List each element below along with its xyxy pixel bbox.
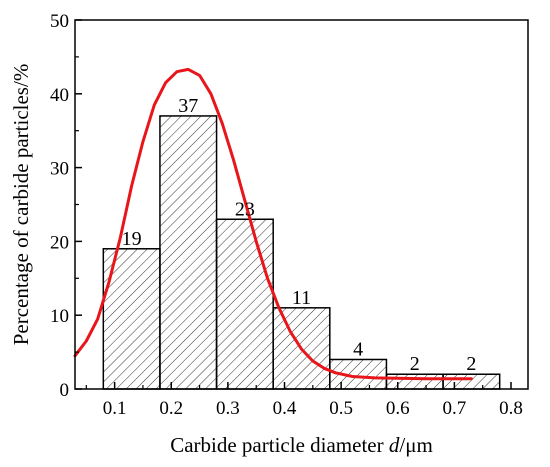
bar-data-label: 19	[122, 228, 142, 250]
x-tick-label: 0.8	[499, 398, 523, 419]
data-labels-group: 19 37 23 11 4 2 2	[122, 95, 477, 375]
histogram-bar	[442, 373, 501, 390]
x-axis: 0.1 0.2 0.3 0.4 0.5 0.6 0.7 0.8	[85, 382, 523, 419]
x-axis-title-suffix: /μm	[399, 433, 432, 457]
x-tick-label: 0.5	[329, 398, 353, 419]
histogram-bar	[159, 115, 218, 390]
x-tick-label: 0.6	[386, 398, 410, 419]
bar-data-label: 23	[235, 198, 255, 220]
bar-data-label: 2	[410, 353, 420, 375]
x-axis-title-variable: d	[389, 433, 400, 457]
histogram-bar	[215, 218, 274, 390]
histogram-bar	[385, 373, 444, 390]
y-tick-label: 20	[50, 232, 69, 253]
y-tick-label: 30	[50, 159, 69, 180]
y-axis: 0 10 20 30 40 50	[50, 11, 82, 401]
y-tick-label: 10	[50, 306, 69, 327]
bar-data-label: 37	[178, 95, 198, 117]
y-axis-title: Percentage of carbide particles/%	[9, 64, 33, 346]
x-tick-label: 0.3	[216, 398, 240, 419]
x-axis-title-prefix: Carbide particle diameter	[170, 433, 389, 457]
y-tick-label: 50	[50, 11, 69, 32]
bar-data-label: 11	[292, 287, 311, 309]
x-tick-label: 0.2	[159, 398, 183, 419]
bars-group	[102, 115, 501, 390]
x-tick-label: 0.1	[103, 398, 127, 419]
y-tick-label: 0	[60, 380, 70, 401]
fit-curve-line	[73, 67, 473, 381]
bar-data-label: 2	[466, 353, 476, 375]
x-tick-label: 0.4	[273, 398, 297, 419]
bar-data-label: 4	[353, 338, 363, 360]
fit-curve-group	[73, 67, 473, 381]
y-tick-label: 40	[50, 85, 69, 106]
x-axis-title: Carbide particle diameter d/μm	[170, 433, 433, 457]
x-tick-label: 0.7	[443, 398, 467, 419]
